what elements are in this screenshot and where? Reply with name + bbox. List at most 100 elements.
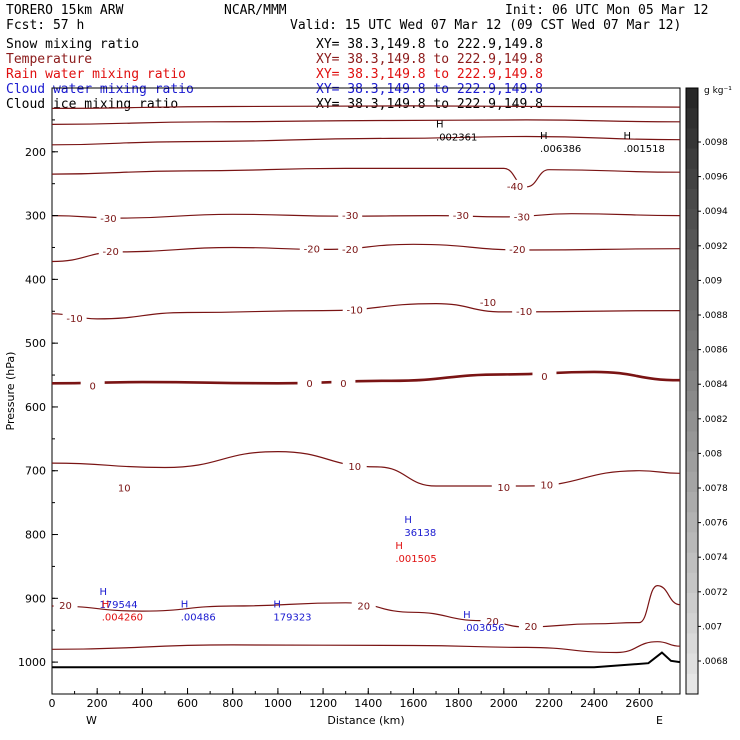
contour-label-bg <box>299 242 324 255</box>
colorbar-swatch <box>686 431 698 453</box>
contour-label: -20 <box>342 245 358 256</box>
west-label: W <box>86 714 97 727</box>
init-time: Init: 06 UTC Mon 05 Mar 12 <box>505 3 709 18</box>
colorbar-swatch <box>686 451 698 473</box>
contour-label: 10 <box>118 484 131 495</box>
x-tick-label: 0 <box>49 697 56 710</box>
contour-label: 0 <box>306 379 312 390</box>
colorbar-swatch <box>686 593 698 614</box>
colorbar-swatch <box>686 391 698 412</box>
y-tick-label: 600 <box>25 401 46 414</box>
contour-label-bg <box>338 243 363 256</box>
colorbar-swatch <box>686 108 698 129</box>
contour-label-bg <box>512 304 537 317</box>
colorbar-swatch <box>686 613 698 634</box>
colorbar-swatch <box>686 290 698 311</box>
field-xy: XY= 38.3,149.8 to 222.9,149.8 <box>316 52 543 67</box>
x-tick-label: 2400 <box>580 697 608 710</box>
contour-label-bg <box>503 179 528 192</box>
maximum-marker: H <box>624 131 632 142</box>
field-name: Cloud water mixing ratio <box>6 82 194 97</box>
contour-label-bg <box>297 376 322 389</box>
contour-label: -20 <box>103 247 119 258</box>
contour-label-bg <box>53 598 78 611</box>
temperature-contour <box>51 370 681 385</box>
y-axis-title: Pressure (hPa) <box>4 352 17 431</box>
model-title: TORERO 15km ARW <box>6 3 124 18</box>
temperature-contour <box>51 105 681 109</box>
x-tick-label: 800 <box>222 697 243 710</box>
y-tick-label: 1000 <box>18 656 46 669</box>
maximum-value: .001518 <box>624 144 665 155</box>
contour-label: -30 <box>100 214 116 225</box>
colorbar-label: .008 <box>702 449 722 459</box>
colorbar-swatch <box>686 673 698 695</box>
maximum-marker: H <box>395 541 403 552</box>
maximum-value: .001505 <box>395 554 436 565</box>
maximum-value: .00486 <box>181 613 216 624</box>
field-name: Temperature <box>6 52 92 67</box>
contour-label: 20 <box>357 602 370 613</box>
x-tick-label: 2600 <box>625 697 653 710</box>
contour-label: -30 <box>514 212 530 223</box>
colorbar-swatch <box>686 168 698 190</box>
colorbar-swatch <box>686 229 698 251</box>
contour-label-bg <box>112 481 137 494</box>
header: TORERO 15km ARW NCAR/MMM Init: 06 UTC Mo… <box>6 3 709 33</box>
colorbar-swatch <box>686 148 698 170</box>
contour-label: -10 <box>66 314 82 325</box>
colorbar-swatch <box>686 269 698 291</box>
colorbar-swatch <box>686 128 698 150</box>
colorbar-swatch <box>686 189 698 210</box>
contour-label: -30 <box>453 211 469 222</box>
colorbar-frame <box>685 87 699 695</box>
colorbar-swatch <box>686 411 698 432</box>
temperature-contours: -40 -30 -30 -30 -30 -20 -20 -20 -20 -10 -10 -10 -10 0… <box>51 105 681 654</box>
maximum-value: 179323 <box>273 613 311 624</box>
x-tick-label: 2000 <box>490 697 518 710</box>
colorbar-swatch <box>686 572 698 594</box>
maximum-marker: H <box>273 600 281 611</box>
contour-label: 10 <box>540 480 553 491</box>
colorbar-swatch <box>686 370 698 392</box>
colorbar-label: .0072 <box>702 588 728 598</box>
contour-label: -10 <box>480 298 496 309</box>
maximum-value: .002361 <box>436 132 477 143</box>
y-tick-label: 300 <box>25 210 46 223</box>
contour-label-bg <box>475 295 500 308</box>
contour-label-bg <box>509 210 534 223</box>
colorbar-swatch <box>686 492 698 513</box>
contour-label-bg <box>80 379 105 392</box>
terrain <box>52 651 681 669</box>
center-name: NCAR/MMM <box>224 3 287 18</box>
contour-label-bg <box>98 244 123 257</box>
contour-label-bg <box>518 620 543 633</box>
maximum-value: .004260 <box>102 613 143 624</box>
plot-frame <box>51 87 681 695</box>
colorbar-label: .0092 <box>702 242 728 252</box>
contour-label-bg <box>505 243 530 256</box>
field-xy: XY= 38.3,149.8 to 222.9,149.8 <box>316 37 543 52</box>
colorbar-label: .0084 <box>702 380 728 390</box>
contour-label: -10 <box>516 307 532 318</box>
maximum-marker: H <box>540 131 548 142</box>
colorbar-swatch <box>686 330 698 352</box>
colorbar-label: .007 <box>702 622 722 632</box>
maximum-marker: H <box>463 610 471 621</box>
x-tick-label: 600 <box>177 697 198 710</box>
temperature-contour <box>51 135 681 146</box>
x-tick-label: 200 <box>87 697 108 710</box>
colorbar-swatch <box>686 249 698 271</box>
field-xy: XY= 38.3,149.8 to 222.9,149.8 <box>316 67 543 82</box>
colorbar-label: .0094 <box>702 207 728 217</box>
maximum-marker: H <box>404 515 412 526</box>
maximum-value: 179544 <box>99 600 137 611</box>
colorbar-swatch <box>686 532 698 554</box>
colorbar-swatch <box>686 633 698 655</box>
x-axis-title: Distance (km) <box>327 714 404 727</box>
contour-label: 20 <box>59 601 72 612</box>
contour-label: 0 <box>89 382 95 393</box>
maximum-value: 36138 <box>404 528 436 539</box>
contour-label-bg <box>532 369 557 382</box>
